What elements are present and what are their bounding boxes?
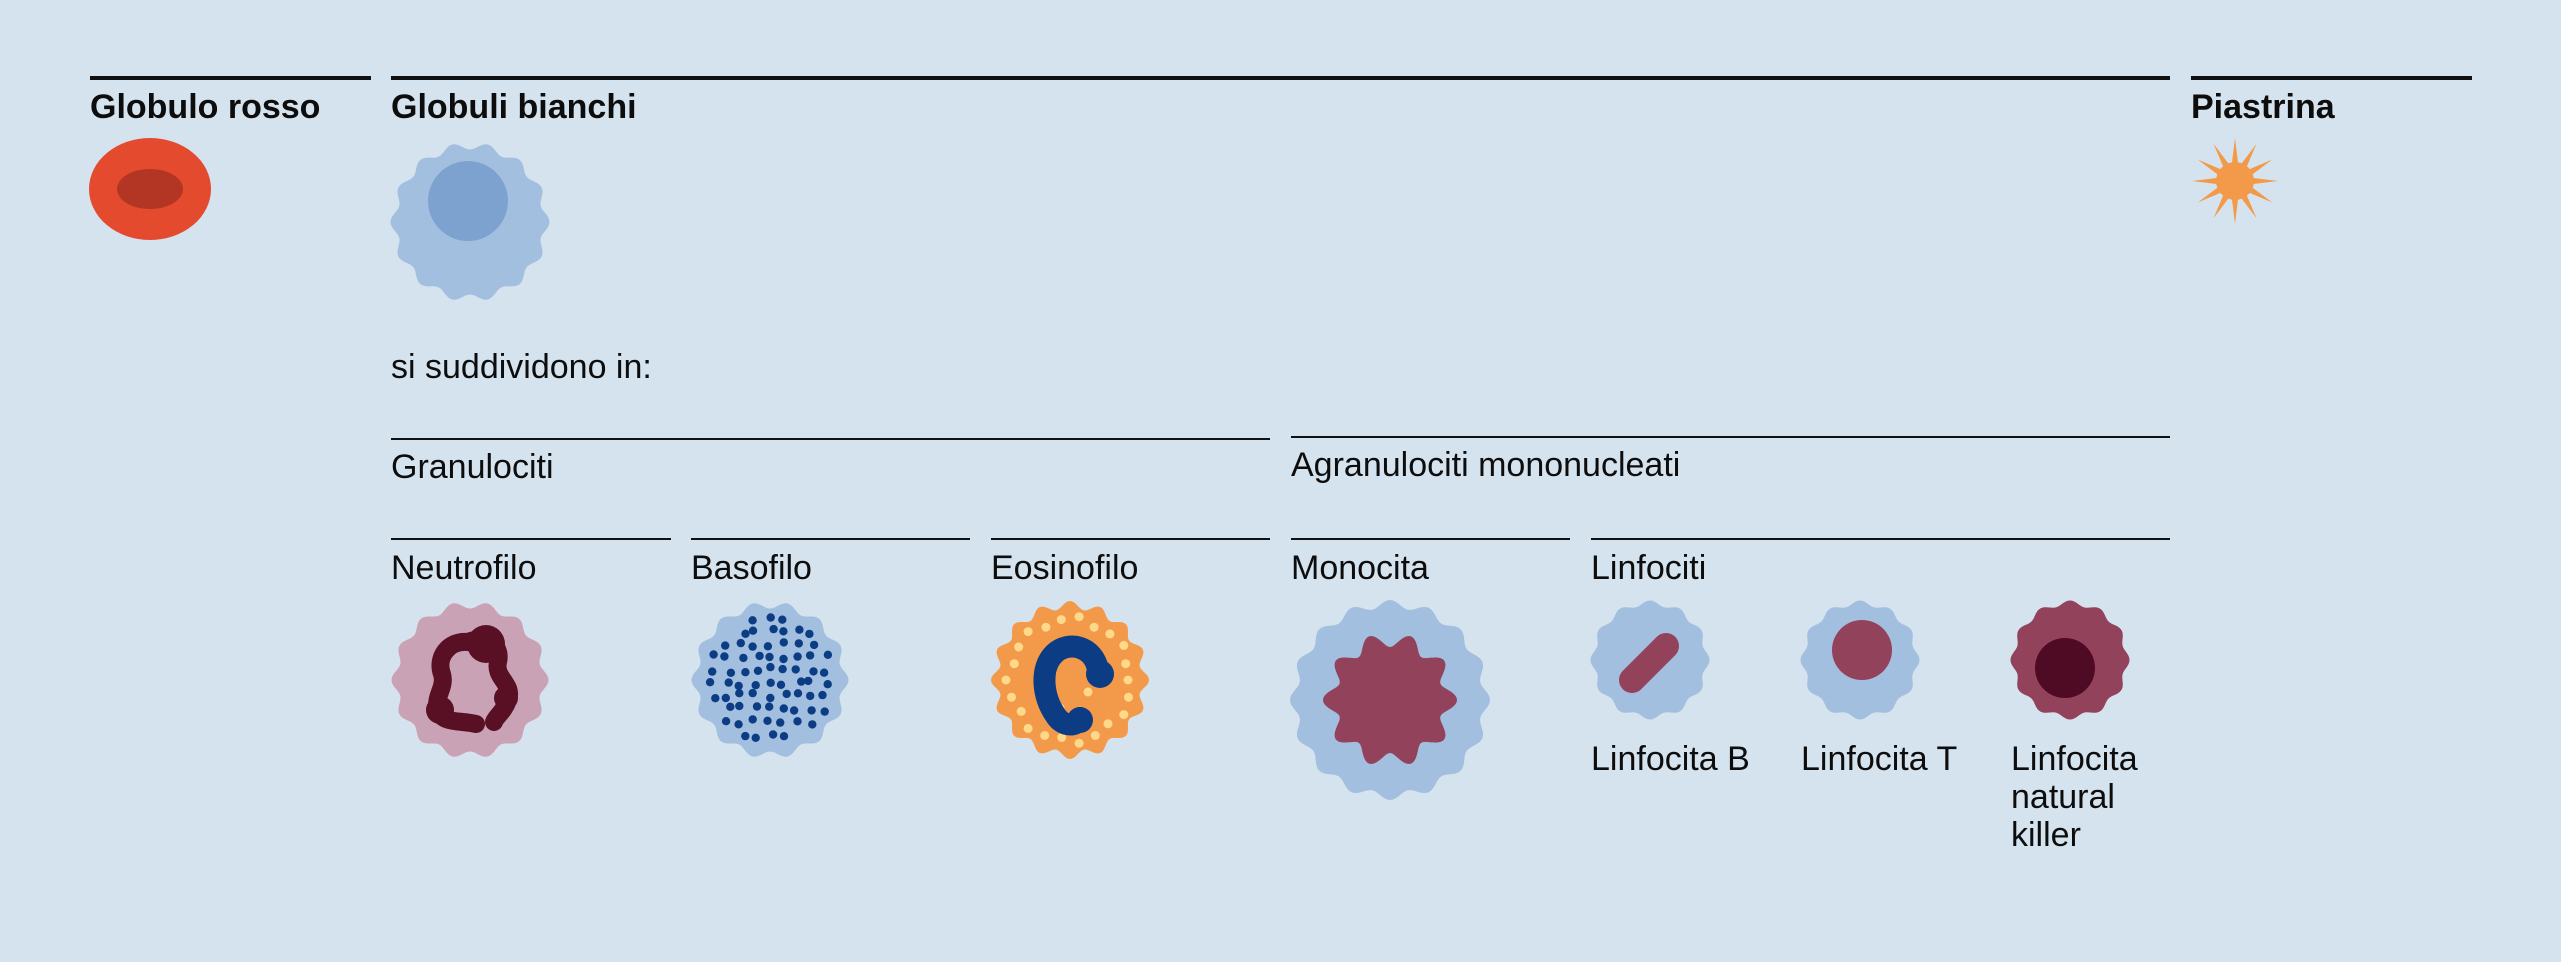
granulocytes-title: Granulociti <box>391 448 554 486</box>
white-cells-title: Globuli bianchi <box>391 88 637 126</box>
white-cells-subtitle: si suddividono in: <box>391 348 652 386</box>
basophil-icon <box>691 603 849 757</box>
basophil-label: Basofilo <box>691 549 812 587</box>
white-blood-cell-icon <box>390 144 550 300</box>
nk-cell-label: Linfocita natural killer <box>2011 740 2138 854</box>
red-cell-title: Globulo rosso <box>90 88 321 126</box>
neutrophil-icon <box>391 603 549 757</box>
t-lymphocyte-icon <box>1800 600 1920 720</box>
basophil-rule <box>691 538 970 540</box>
nk-cell-icon <box>2010 600 2130 720</box>
white-cells-rule <box>391 76 2170 80</box>
red-cell-rule <box>90 76 371 80</box>
t-lymphocyte-label: Linfocita T <box>1801 740 1958 778</box>
b-lymphocyte-icon <box>1590 600 1710 720</box>
lymphocytes-title: Linfociti <box>1591 549 1707 587</box>
red-blood-cell-icon <box>89 138 211 240</box>
platelet-icon <box>2192 138 2278 224</box>
platelet-title: Piastrina <box>2191 88 2335 126</box>
neutrophil-rule <box>391 538 671 540</box>
monocyte-rule <box>1291 538 1570 540</box>
eosinophil-rule <box>991 538 1270 540</box>
b-lymphocyte-label: Linfocita B <box>1591 740 1750 778</box>
monocyte-icon <box>1290 600 1490 800</box>
lymphocytes-rule <box>1591 538 2170 540</box>
agranulocytes-title: Agranulociti mononucleati <box>1291 446 1681 484</box>
neutrophil-label: Neutrofilo <box>391 549 537 587</box>
eosinophil-icon <box>991 601 1149 759</box>
agranulocytes-rule <box>1291 436 2170 438</box>
monocyte-label: Monocita <box>1291 549 1429 587</box>
eosinophil-label: Eosinofilo <box>991 549 1139 587</box>
granulocytes-rule <box>391 438 1270 440</box>
platelet-rule <box>2191 76 2472 80</box>
